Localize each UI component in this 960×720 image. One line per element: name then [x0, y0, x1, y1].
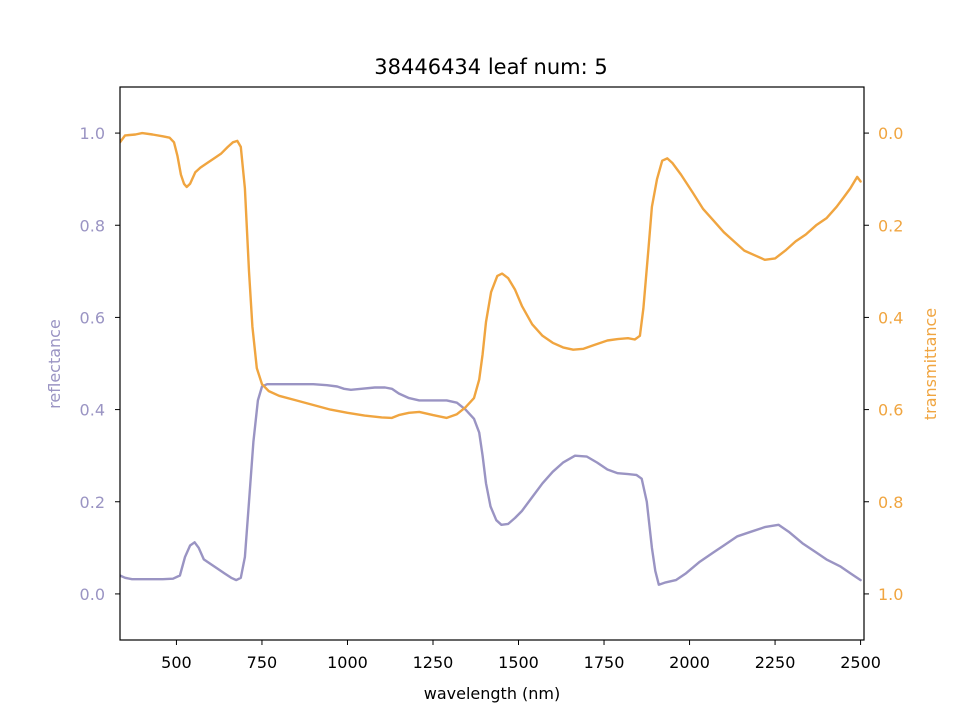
x-axis: 500 750 1000 1250 1500 1750 2000 2250 2500	[161, 640, 881, 672]
x-axis-label: wavelength (nm)	[424, 684, 561, 703]
transmittance-series-line	[120, 131, 862, 420]
left-y-tick-label: 0.2	[80, 493, 105, 512]
left-y-tick-label: 0.4	[80, 401, 105, 420]
series-layer	[120, 131, 862, 586]
x-tick-label: 2500	[840, 653, 881, 672]
right-y-tick-label: 0.0	[878, 124, 903, 143]
x-tick-label: 1500	[498, 653, 539, 672]
reflectance-series-line	[120, 383, 862, 586]
right-y-tick-label: 0.4	[878, 308, 903, 327]
left-y-tick-label: 0.0	[80, 585, 105, 604]
x-tick-label: 750	[247, 653, 278, 672]
x-tick-label: 500	[161, 653, 192, 672]
x-tick-label: 2250	[755, 653, 796, 672]
left-y-tick-label: 0.8	[80, 216, 105, 235]
left-y-tick-label: 0.6	[80, 308, 105, 327]
right-y-tick-label: 0.6	[878, 401, 903, 420]
left-y-axis-label: reflectance	[45, 319, 64, 409]
x-tick-label: 1250	[413, 653, 454, 672]
right-y-tick-label: 1.0	[878, 585, 903, 604]
right-y-tick-label: 0.8	[878, 493, 903, 512]
x-tick-label: 2000	[669, 653, 710, 672]
plot-frame	[119, 86, 865, 641]
left-y-tick-label: 1.0	[80, 124, 105, 143]
left-y-axis: 0.0 0.2 0.4 0.6 0.8 1.0	[80, 124, 120, 604]
x-tick-label: 1000	[327, 653, 368, 672]
right-y-tick-label: 0.2	[878, 216, 903, 235]
right-y-axis-label: transmittance	[921, 308, 940, 420]
x-tick-label: 1750	[584, 653, 625, 672]
right-y-axis: 0.0 0.2 0.4 0.6 0.8 1.0	[864, 124, 903, 604]
chart-title: 38446434 leaf num: 5	[374, 55, 607, 79]
